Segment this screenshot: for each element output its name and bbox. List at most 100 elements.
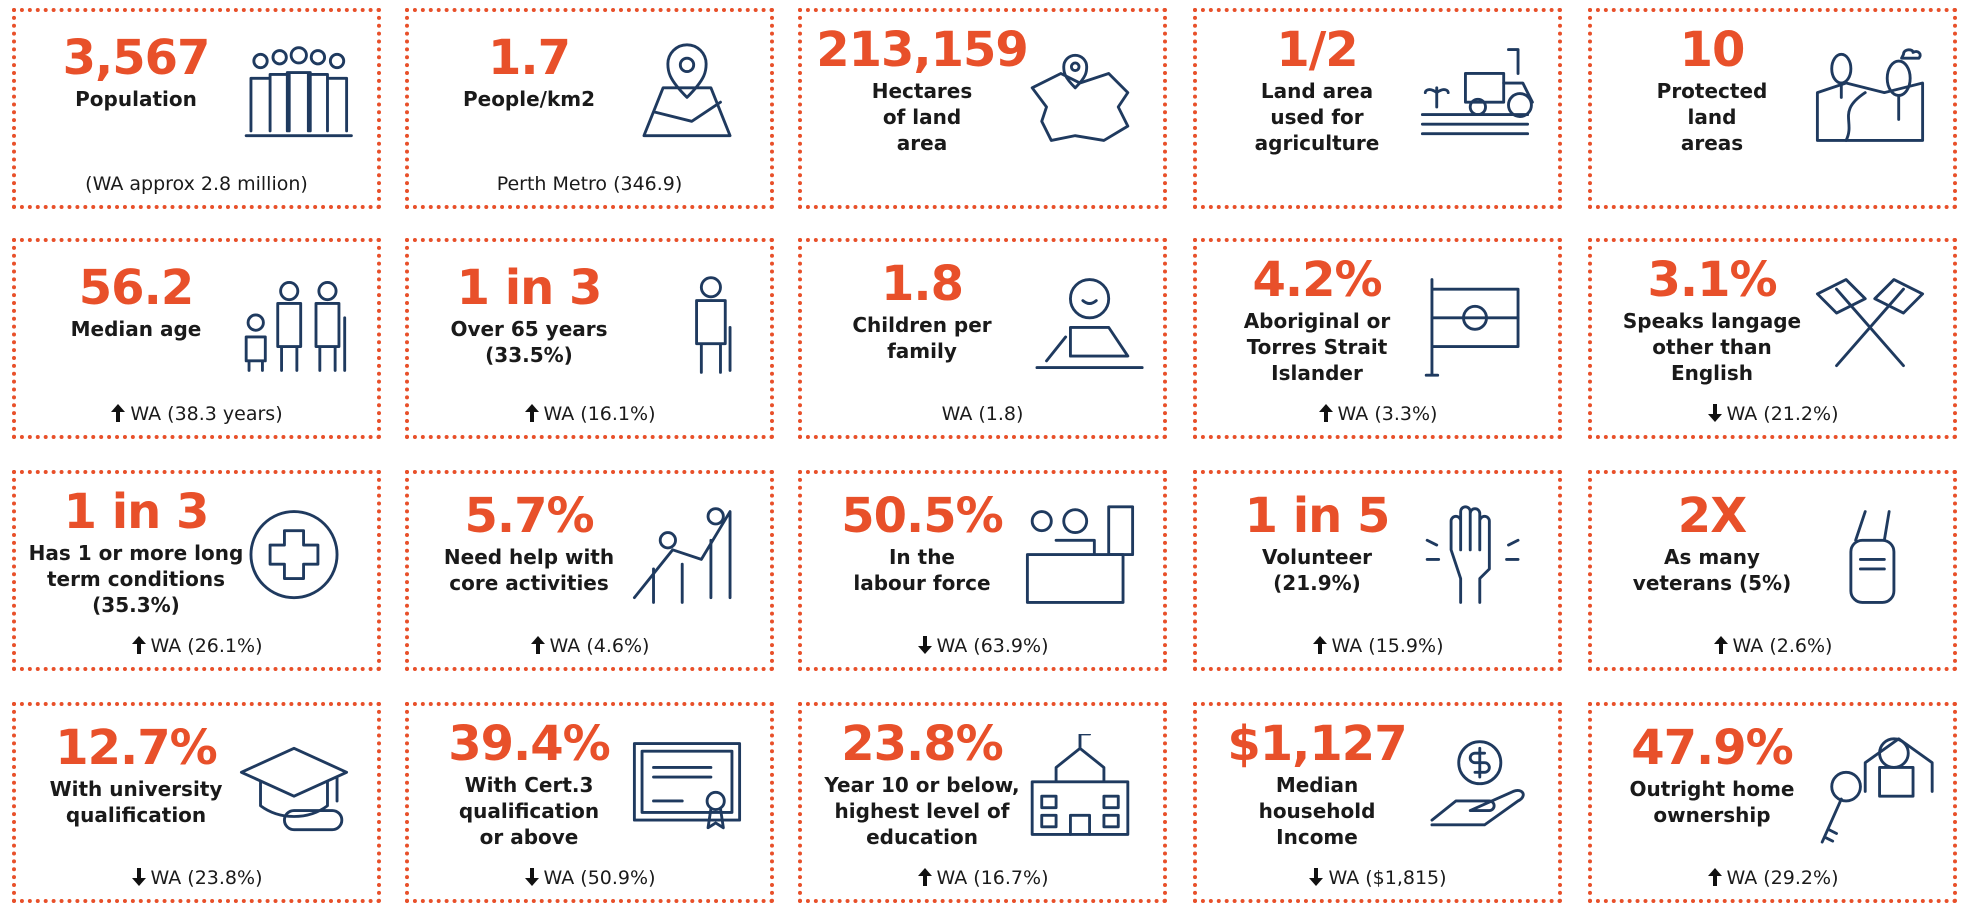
icon-shape xyxy=(1069,61,1081,73)
arrow-shape xyxy=(131,636,146,654)
icon-shape xyxy=(1062,53,1089,90)
icon-shape xyxy=(1030,732,1130,836)
trend-arrow-down xyxy=(917,636,932,654)
icon-shape xyxy=(249,510,339,600)
icon-shape xyxy=(1502,48,1534,104)
stat-text: 39.4% With Cert.3 qualification or above xyxy=(409,716,649,850)
stat-value: 10 xyxy=(1679,22,1746,78)
trend-arrow-up xyxy=(1318,404,1333,422)
stat-label: Income xyxy=(1276,825,1358,849)
stat-text: 1 in 3 Has 1 or more long term conditions(… xyxy=(16,484,256,618)
stat-value: 12.7% xyxy=(55,720,218,776)
trend-arrow-up xyxy=(1707,868,1722,886)
icon-shape xyxy=(1420,86,1530,136)
note-text: WA ($1,815) xyxy=(1328,867,1447,889)
icon-shape xyxy=(239,746,349,832)
icon xyxy=(1805,40,1935,150)
stat-label: education xyxy=(866,825,978,849)
trend-arrow-up xyxy=(530,636,545,654)
icon xyxy=(622,502,752,612)
stat-value: 50.5% xyxy=(841,488,1004,544)
note-text: WA (21.2%) xyxy=(1726,403,1839,425)
stat-label: household xyxy=(1258,799,1376,823)
stat-label: agriculture xyxy=(1254,131,1380,155)
stat-note: WA (26.1%) xyxy=(16,635,377,657)
icon-shape xyxy=(1425,538,1520,561)
icon xyxy=(1805,502,1935,612)
icon-shape xyxy=(1849,510,1896,604)
icon xyxy=(622,734,752,844)
stat-note: WA (16.7%) xyxy=(802,867,1163,889)
note-text: WA (38.3 years) xyxy=(130,403,283,425)
stat-label: With Cert.3 xyxy=(464,773,594,797)
icon-shape xyxy=(244,46,353,138)
stat-value: 47.9% xyxy=(1631,720,1794,776)
stat-label: family xyxy=(887,339,957,363)
note-text: WA (50.9%) xyxy=(543,867,656,889)
stat-label: ownership xyxy=(1653,803,1771,827)
arrow-shape xyxy=(131,868,146,886)
stat-card: 10 Protected land areas xyxy=(1588,8,1957,209)
arrow-shape xyxy=(530,636,545,654)
icon-shape xyxy=(632,742,742,830)
icon-shape xyxy=(1878,766,1915,798)
arrow-shape xyxy=(1713,636,1728,654)
trend-arrow-down xyxy=(131,868,146,886)
icon-shape xyxy=(1040,794,1120,836)
stat-card: 5.7% Need help with core activities WA (4.6… xyxy=(405,470,774,671)
stat-value: 1 in 3 xyxy=(456,260,603,316)
icon-shape xyxy=(276,302,303,372)
trend-arrow-down xyxy=(524,868,539,886)
icon-shape xyxy=(244,335,267,372)
stat-text: 50.5% In the labour force xyxy=(802,488,1042,596)
stat-text: 3,567 Population xyxy=(16,30,256,112)
stat-label: labour force xyxy=(853,571,991,595)
stat-text: 10 Protected land areas xyxy=(1592,22,1832,156)
stat-text: 3.1% Speaks langage other than English xyxy=(1592,252,1832,386)
icon-shape xyxy=(1069,278,1111,320)
stat-text: 1.8 Children per family xyxy=(802,256,1042,364)
icon-shape xyxy=(652,538,713,604)
stat-card: 1 in 3 Over 65 years (33.5%) WA (16.1%) xyxy=(405,238,774,439)
stat-value: 39.4% xyxy=(448,716,611,772)
stat-value: 56.2 xyxy=(78,260,194,316)
icon-shape xyxy=(640,749,734,814)
icon-shape xyxy=(314,302,347,372)
trend-arrow-up xyxy=(111,404,126,422)
stat-label: (35.3%) xyxy=(92,593,180,617)
stat-label: Outright home xyxy=(1629,777,1795,801)
stat-label: English xyxy=(1670,361,1754,385)
stat-label: highest level of xyxy=(834,799,1010,823)
stat-label: qualification xyxy=(65,803,207,827)
icon-shape xyxy=(1815,81,1925,142)
icon-shape xyxy=(1849,538,1896,604)
stat-value: 4.2% xyxy=(1252,252,1382,308)
arrow-shape xyxy=(524,868,539,886)
icon xyxy=(229,502,359,612)
stat-label: Land area xyxy=(1260,79,1374,103)
stat-label: Children per xyxy=(852,313,992,337)
stat-value: $1,127 xyxy=(1227,716,1407,772)
note-text: WA (1.8) xyxy=(941,403,1024,425)
stat-text: 2X As many veterans (5%) xyxy=(1592,488,1832,596)
icon-shape xyxy=(1025,505,1135,604)
stat-card: 1 in 5 Volunteer (21.9%) WA (15.9%) xyxy=(1193,470,1562,671)
stat-note: WA (4.6%) xyxy=(409,635,770,657)
icon-shape xyxy=(1425,505,1520,604)
icon-shape xyxy=(1900,48,1922,60)
stat-card: 2X As many veterans (5%) WA (2.6%) xyxy=(1588,470,1957,671)
icon-shape xyxy=(1430,746,1525,827)
icon-shape xyxy=(309,49,327,66)
icon-shape xyxy=(268,529,320,580)
icon xyxy=(1015,732,1145,844)
icon xyxy=(1805,734,1935,844)
stat-card: 1 in 3 Has 1 or more long term conditions(… xyxy=(12,470,381,671)
note-text: WA (4.6%) xyxy=(549,635,650,657)
trend-arrow-down xyxy=(1309,868,1324,886)
stat-text: 47.9% Outright home ownership xyxy=(1592,720,1832,828)
stat-note: (WA approx 2.8 million) xyxy=(16,173,377,195)
trend-arrow-down xyxy=(1707,404,1722,422)
stat-value: 2X xyxy=(1677,488,1747,544)
icon xyxy=(1805,270,1935,380)
